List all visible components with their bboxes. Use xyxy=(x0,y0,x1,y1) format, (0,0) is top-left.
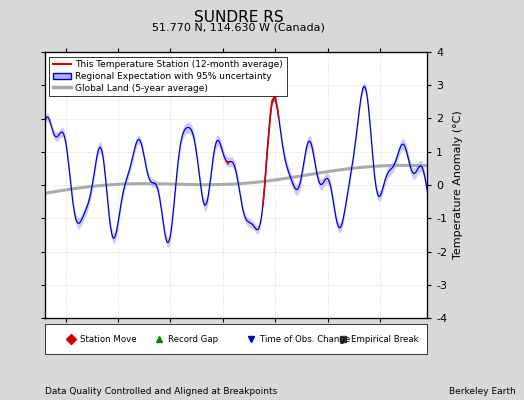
Text: SUNDRE RS: SUNDRE RS xyxy=(193,10,283,25)
Text: Data Quality Controlled and Aligned at Breakpoints: Data Quality Controlled and Aligned at B… xyxy=(45,387,277,396)
Text: Station Move: Station Move xyxy=(80,334,136,344)
Text: 51.770 N, 114.630 W (Canada): 51.770 N, 114.630 W (Canada) xyxy=(152,22,325,32)
Text: Berkeley Earth: Berkeley Earth xyxy=(450,387,516,396)
Text: Record Gap: Record Gap xyxy=(168,334,218,344)
Text: Empirical Break: Empirical Break xyxy=(351,334,419,344)
Y-axis label: Temperature Anomaly (°C): Temperature Anomaly (°C) xyxy=(453,111,463,259)
Text: Time of Obs. Change: Time of Obs. Change xyxy=(259,334,350,344)
Legend: This Temperature Station (12-month average), Regional Expectation with 95% uncer: This Temperature Station (12-month avera… xyxy=(49,56,287,96)
